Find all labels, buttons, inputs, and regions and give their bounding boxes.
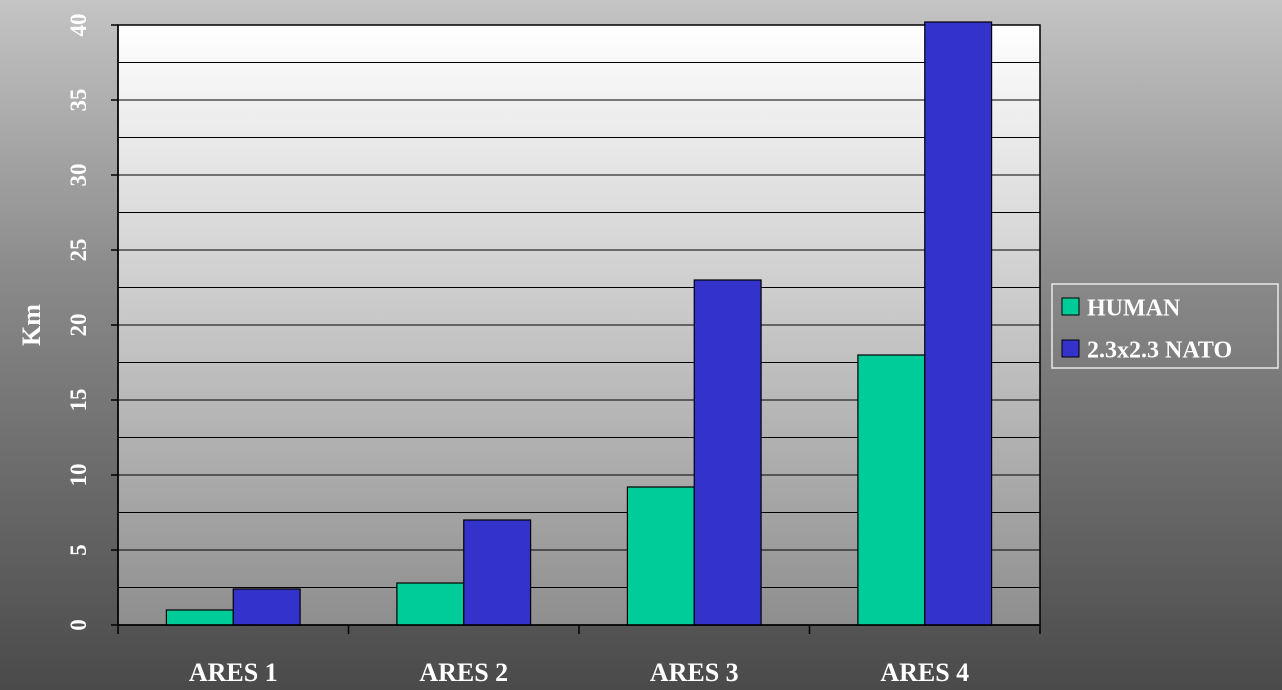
bar-human-4 — [857, 354, 926, 626]
y-tick-label: 30 — [66, 164, 91, 187]
y-tick-label: 15 — [66, 389, 91, 412]
y-tick-label: 10 — [66, 464, 91, 487]
legend-swatch — [1061, 339, 1080, 358]
y-tick-label: 35 — [66, 89, 91, 112]
x-category-label: ARES 4 — [880, 658, 969, 687]
axes — [111, 24, 1041, 634]
bar-nato-4 — [924, 21, 993, 626]
y-tick-label: 5 — [66, 544, 91, 556]
bar-human-3 — [626, 486, 695, 626]
bar-nato-3 — [693, 279, 762, 626]
y-axis-title: Km — [17, 304, 46, 346]
bar-human-2 — [396, 582, 465, 626]
legend-swatch — [1061, 297, 1080, 316]
y-tick-label: 40 — [66, 14, 91, 37]
bar-nato-1 — [232, 588, 301, 626]
bars — [165, 21, 993, 626]
x-category-label: ARES 2 — [419, 658, 508, 687]
y-tick-label: 20 — [66, 314, 91, 337]
axis-labels: 0 5 10 15 20 25 30 35 40 ARES 1 ARES 2 ARES 3 ARES 4 — [66, 14, 969, 688]
legend-label: 2.3x2.3 NATO — [1087, 337, 1232, 363]
bar-human-1 — [165, 609, 234, 626]
x-category-label: ARES 1 — [189, 658, 278, 687]
y-tick-label: 25 — [66, 239, 91, 262]
legend-label: HUMAN — [1087, 295, 1181, 321]
legend-box — [1051, 283, 1279, 369]
x-category-label: ARES 3 — [650, 658, 739, 687]
bar-nato-2 — [463, 519, 532, 626]
y-tick-label: 0 — [66, 619, 91, 631]
legend: HUMAN 2.3x2.3 NATO — [1051, 283, 1279, 369]
